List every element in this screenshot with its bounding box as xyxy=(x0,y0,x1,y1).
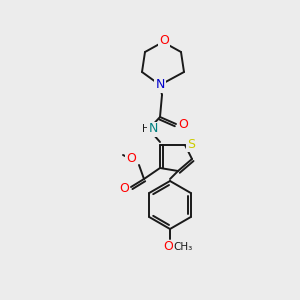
Text: H: H xyxy=(142,124,150,134)
Text: O: O xyxy=(159,34,169,47)
Text: S: S xyxy=(187,137,195,151)
Text: N: N xyxy=(148,122,158,136)
Text: O: O xyxy=(163,241,173,254)
Text: O: O xyxy=(126,152,136,166)
Text: N: N xyxy=(155,79,165,92)
Text: CH₃: CH₃ xyxy=(173,242,193,252)
Text: O: O xyxy=(119,182,129,194)
Text: O: O xyxy=(178,118,188,130)
